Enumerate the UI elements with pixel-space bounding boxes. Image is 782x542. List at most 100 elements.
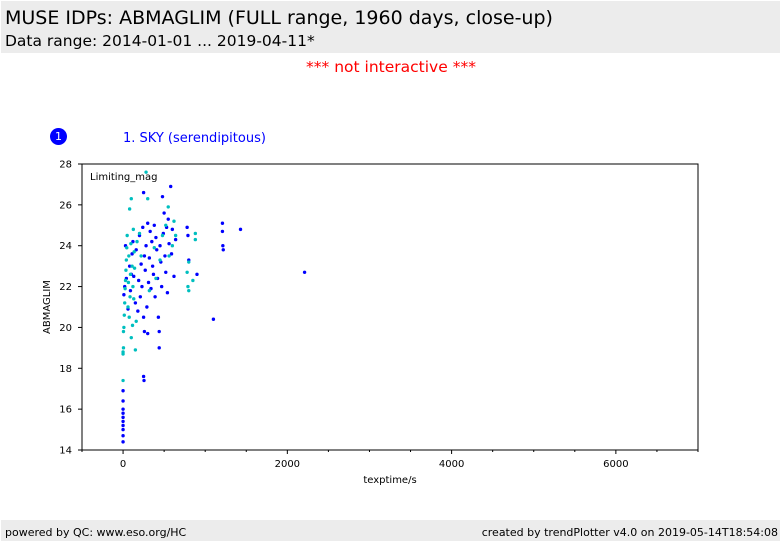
data-point	[127, 315, 131, 319]
y-tick-label: 24	[59, 241, 72, 252]
data-point	[134, 319, 138, 323]
data-point	[150, 264, 155, 268]
data-point	[159, 284, 164, 289]
x-tick-label: 0	[120, 459, 126, 470]
data-point	[158, 258, 162, 262]
data-point	[146, 221, 150, 225]
data-point	[193, 237, 198, 242]
data-point	[121, 346, 126, 350]
data-point	[136, 278, 141, 283]
footer-powered-by: powered by QC: www.eso.org/HC	[5, 526, 187, 539]
data-point	[144, 170, 148, 174]
data-point	[152, 246, 156, 250]
data-point	[121, 419, 125, 424]
data-point	[167, 254, 171, 258]
data-point	[123, 278, 128, 283]
data-point	[220, 221, 225, 225]
data-point	[147, 288, 152, 293]
data-point	[144, 244, 148, 248]
data-point	[128, 295, 132, 299]
x-tick-label: 2000	[275, 459, 300, 470]
data-point	[141, 190, 146, 195]
data-point	[143, 268, 147, 272]
data-point	[172, 219, 176, 223]
data-point	[187, 288, 191, 293]
data-point	[162, 211, 166, 215]
panel-number-badge: 1	[50, 128, 67, 145]
data-point	[122, 313, 126, 317]
y-tick-label: 20	[59, 323, 72, 334]
data-point	[138, 295, 143, 299]
data-point	[220, 229, 225, 234]
data-point	[186, 233, 190, 238]
data-point	[141, 315, 146, 319]
data-point	[121, 329, 126, 334]
data-point	[158, 244, 162, 248]
data-point	[126, 305, 130, 309]
x-tick-label: 6000	[603, 459, 628, 470]
data-point	[150, 239, 154, 244]
data-point	[154, 235, 158, 240]
data-point	[124, 258, 129, 262]
data-point	[155, 248, 159, 252]
y-axis-label: ABMAGLIM	[42, 280, 53, 334]
data-point	[173, 233, 178, 238]
data-point	[121, 407, 125, 411]
data-point	[128, 272, 133, 277]
data-point	[125, 233, 129, 238]
data-point	[221, 248, 225, 252]
data-point	[169, 184, 173, 189]
data-point	[132, 250, 136, 254]
data-point	[142, 378, 146, 383]
data-point	[195, 272, 199, 277]
data-point	[125, 246, 129, 250]
data-point	[121, 434, 125, 438]
data-point	[132, 266, 137, 270]
data-point	[124, 268, 128, 272]
footer-bar: powered by QC: www.eso.org/HC created by…	[1, 520, 780, 541]
data-point	[123, 301, 127, 305]
plot-frame	[81, 163, 699, 451]
data-point	[141, 374, 146, 379]
data-point	[126, 280, 131, 285]
y-tick-label: 14	[59, 446, 72, 457]
data-point	[211, 317, 216, 321]
data-point	[152, 223, 156, 227]
data-point	[121, 415, 125, 420]
data-point	[133, 301, 138, 305]
data-point	[187, 260, 191, 264]
y-tick-label: 22	[59, 282, 72, 293]
data-point	[165, 291, 170, 295]
data-point	[122, 293, 126, 297]
data-point	[147, 256, 152, 260]
data-point	[121, 399, 125, 403]
data-point	[164, 270, 168, 274]
y-tick-label: 26	[59, 200, 72, 211]
data-point	[169, 252, 174, 256]
data-point	[132, 274, 136, 279]
data-point	[145, 305, 149, 309]
data-point	[167, 241, 171, 246]
data-point	[154, 276, 158, 281]
data-point	[163, 254, 167, 258]
data-point	[130, 264, 134, 268]
data-point	[135, 239, 139, 244]
data-point	[160, 194, 165, 199]
data-point	[121, 350, 125, 354]
data-point	[157, 329, 161, 334]
header-bar: MUSE IDPs: ABMAGLIM (FULL range, 1960 da…	[1, 1, 780, 53]
data-point	[131, 227, 136, 232]
data-point	[127, 264, 132, 268]
data-point	[122, 325, 126, 330]
data-point	[128, 288, 133, 293]
data-point	[142, 254, 147, 258]
data-point	[137, 231, 142, 236]
data-point	[139, 254, 143, 258]
data-point	[186, 284, 190, 289]
data-point	[157, 346, 161, 350]
data-point	[136, 309, 140, 313]
data-point	[166, 217, 170, 221]
data-point	[133, 348, 138, 352]
data-point	[185, 225, 189, 230]
data-point	[121, 440, 125, 444]
